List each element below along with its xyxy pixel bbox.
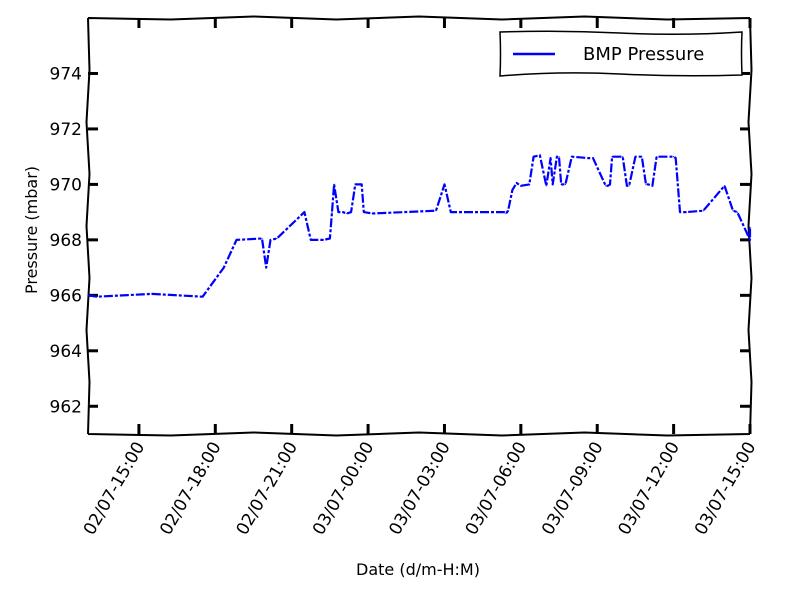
data-point bbox=[361, 183, 363, 185]
y-tick-label: 972 bbox=[50, 120, 82, 140]
data-point bbox=[337, 211, 339, 213]
data-point bbox=[342, 211, 344, 213]
data-point bbox=[736, 211, 738, 213]
legend: BMP Pressure bbox=[499, 30, 743, 77]
data-point bbox=[588, 157, 590, 159]
x-tick-label: 03/07-00:00 bbox=[309, 439, 378, 539]
data-point bbox=[545, 185, 547, 187]
data-point bbox=[605, 185, 607, 187]
y-tick-label: 974 bbox=[50, 64, 82, 84]
data-point bbox=[235, 239, 238, 241]
data-point bbox=[322, 239, 325, 241]
data-point bbox=[450, 211, 452, 213]
data-point bbox=[269, 239, 272, 241]
y-tick-label: 966 bbox=[50, 286, 82, 306]
data-point bbox=[556, 156, 558, 158]
data-point bbox=[507, 210, 509, 212]
data-point bbox=[732, 210, 734, 212]
data-point bbox=[634, 156, 637, 158]
data-point bbox=[641, 156, 643, 158]
data-point bbox=[435, 210, 437, 212]
data-point bbox=[651, 185, 654, 187]
y-tick-label: 964 bbox=[50, 342, 82, 362]
data-point bbox=[528, 183, 530, 185]
data-point bbox=[647, 183, 649, 185]
data-point bbox=[511, 189, 513, 191]
data-point bbox=[350, 211, 352, 213]
data-point bbox=[346, 212, 348, 215]
data-point bbox=[151, 293, 153, 295]
y-axis-label: Pressure (mbar) bbox=[22, 166, 41, 294]
x-tick-label: 02/07-15:00 bbox=[80, 439, 149, 539]
data-point bbox=[558, 156, 560, 158]
data-point bbox=[702, 210, 704, 212]
data-point bbox=[265, 267, 267, 269]
data-point bbox=[626, 185, 628, 187]
data-point bbox=[645, 183, 647, 185]
data-point bbox=[516, 182, 518, 184]
data-point bbox=[533, 156, 535, 158]
data-point bbox=[564, 183, 567, 185]
data-point bbox=[607, 185, 609, 187]
x-tick-label: 03/07-03:00 bbox=[385, 439, 454, 539]
x-tick-label: 03/07-15:00 bbox=[691, 439, 760, 539]
data-point bbox=[723, 185, 726, 187]
data-point bbox=[95, 296, 98, 298]
x-tick-label: 02/07-21:00 bbox=[233, 439, 302, 539]
data-point bbox=[505, 212, 507, 215]
data-point bbox=[329, 237, 331, 240]
axis-ticks bbox=[88, 18, 752, 434]
data-point bbox=[609, 183, 611, 185]
data-point bbox=[331, 211, 333, 213]
data-point bbox=[363, 211, 365, 213]
data-point bbox=[592, 157, 594, 159]
data-point bbox=[679, 211, 681, 213]
y-tick-label: 970 bbox=[50, 175, 82, 195]
data-point bbox=[354, 183, 356, 185]
data-point bbox=[560, 183, 562, 185]
legend-series-label: BMP Pressure bbox=[583, 44, 704, 65]
data-point bbox=[562, 183, 564, 185]
x-tick-label: 03/07-09:00 bbox=[538, 439, 607, 539]
data-point bbox=[675, 157, 677, 159]
data-point bbox=[571, 156, 573, 158]
data-point bbox=[303, 211, 305, 213]
data-point bbox=[656, 156, 658, 158]
x-tick-labels: 02/07-15:00 02/07-18:00 02/07-21:00 03/07-0… bbox=[80, 439, 760, 539]
x-tick-label: 02/07-18:00 bbox=[156, 439, 225, 539]
data-point bbox=[628, 185, 630, 187]
data-point bbox=[223, 267, 225, 269]
x-tick-label: 03/07-06:00 bbox=[462, 439, 531, 539]
data-point bbox=[469, 211, 471, 213]
data-point bbox=[503, 211, 505, 213]
series-layer bbox=[87, 154, 752, 298]
data-point bbox=[371, 212, 373, 215]
data-point bbox=[611, 156, 613, 158]
data-point bbox=[443, 183, 446, 185]
data-point bbox=[276, 237, 278, 240]
data-point bbox=[749, 226, 751, 228]
data-point bbox=[550, 157, 552, 159]
x-axis-label: Date (d/m-H:M) bbox=[356, 560, 480, 579]
data-point bbox=[673, 156, 675, 158]
y-tick-label: 962 bbox=[50, 397, 82, 417]
data-point bbox=[685, 211, 687, 213]
data-point bbox=[552, 183, 554, 185]
y-tick-labels: 962 964 966 968 970 972 974 bbox=[50, 64, 82, 417]
data-point bbox=[520, 185, 522, 187]
data-point bbox=[622, 156, 624, 158]
data-point bbox=[749, 239, 751, 241]
plot-frame bbox=[85, 15, 753, 437]
data-point bbox=[539, 154, 541, 156]
y-tick-label: 968 bbox=[50, 231, 82, 251]
x-tick-label: 03/07-12:00 bbox=[615, 439, 684, 539]
data-point bbox=[202, 296, 204, 298]
data-point bbox=[310, 239, 312, 241]
data-point bbox=[87, 294, 89, 296]
series-line bbox=[87, 154, 752, 298]
data-point bbox=[333, 183, 335, 185]
data-point bbox=[261, 237, 263, 240]
legend-box bbox=[499, 30, 743, 77]
